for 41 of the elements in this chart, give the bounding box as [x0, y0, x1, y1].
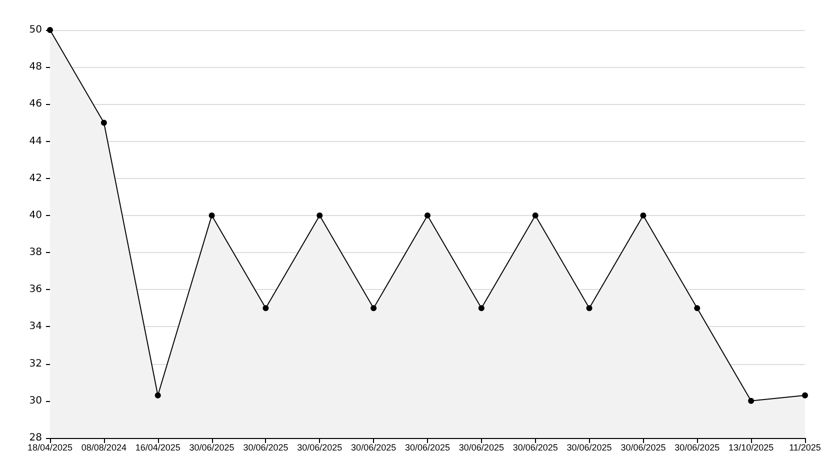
- point: [370, 305, 377, 312]
- point: [640, 212, 646, 218]
- point: [532, 212, 538, 218]
- x-tick-label: 30/06/2025: [189, 442, 234, 452]
- y-tick-label: 30: [29, 395, 42, 406]
- x-tick-label: 30/06/2025: [243, 442, 288, 452]
- point: [208, 212, 215, 218]
- x-tick-label: 30/06/2025: [674, 442, 720, 452]
- point: [694, 305, 700, 312]
- x-tick-label: 30/06/2025: [566, 442, 612, 452]
- x-tick-label: 13/10/2025: [728, 442, 774, 452]
- x-tick-label: 11/2025: [789, 442, 821, 452]
- point: [748, 398, 754, 404]
- point: [100, 120, 107, 126]
- x-tick-label: 30/06/2025: [512, 442, 558, 452]
- y-tick-label: 50: [29, 24, 42, 36]
- y-tick-label: 44: [29, 136, 42, 147]
- point: [154, 392, 161, 398]
- point: [802, 392, 808, 398]
- x-tick-label: 30/06/2025: [297, 442, 342, 452]
- y-tick-label: 42: [29, 172, 42, 184]
- point: [478, 305, 484, 312]
- point: [586, 305, 592, 312]
- y-tick-label: 38: [29, 247, 42, 258]
- y-tick-label: 48: [29, 62, 42, 73]
- point: [424, 212, 430, 218]
- y-tick-label: 36: [29, 284, 42, 296]
- x-tick-label: 16/04/2025: [135, 442, 180, 452]
- y-tick-label: 28: [29, 432, 42, 444]
- y-tick-label: 46: [29, 98, 42, 110]
- x-tick-label: 30/06/2025: [458, 442, 504, 452]
- x-tick-label: 30/06/2025: [404, 442, 450, 452]
- x-tick-label: 08/08/2024: [81, 442, 126, 452]
- x-tick-label: 18/04/2025: [27, 442, 73, 452]
- y-tick-label: 32: [29, 358, 42, 370]
- point: [262, 305, 269, 312]
- x-tick-label: 30/06/2025: [620, 442, 666, 452]
- point: [316, 212, 323, 218]
- y-tick-label: 40: [29, 210, 42, 221]
- y-tick-label: 34: [29, 321, 42, 332]
- x-tick-label: 30/06/2025: [351, 442, 396, 452]
